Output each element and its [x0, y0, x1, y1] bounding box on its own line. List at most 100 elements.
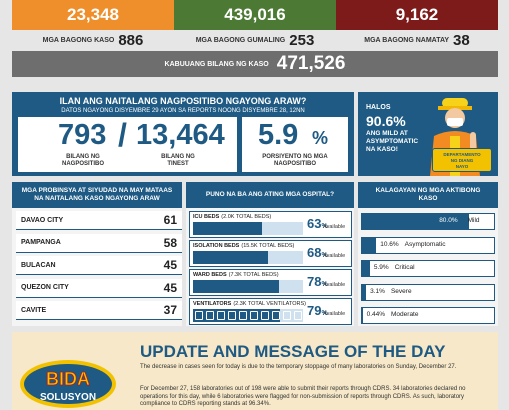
province-row: PAMPANGA 58 [16, 233, 182, 253]
summary-strip: 23,348 439,016 9,162 [12, 0, 498, 30]
mild-text-3: NA KASO! [366, 146, 398, 153]
tested-count: 13,464 [136, 119, 225, 151]
ventilator-icon [250, 311, 258, 320]
positivity-caption-1: PORSIYENTO NG MGA [262, 154, 328, 160]
case-status-bar-fill [362, 308, 363, 323]
update-paragraph-2: For December 27, 158 laboratories out of… [140, 386, 466, 407]
province-name: QUEZON CITY [21, 284, 69, 291]
province-count: 45 [163, 258, 177, 272]
case-status-label: 10.6% Asymptomatic [380, 241, 445, 248]
available-label: Available [323, 311, 346, 317]
availability-percent-value: 78 [307, 274, 322, 289]
province-name: DAVAO CITY [21, 216, 64, 224]
ventilator-icon [239, 311, 247, 320]
available-label: Available [323, 282, 346, 288]
availability-percent-value: 63 [307, 216, 322, 231]
case-status-name: Severe [390, 287, 412, 295]
availability-bar-fill [193, 222, 263, 235]
hospital-capacity-row: ISOLATION BEDS (15.5K TOTAL BEDS) 68% Avail… [189, 240, 352, 267]
ventilator-icons [195, 311, 302, 320]
case-status-label: 3.1% Severe [370, 288, 411, 295]
update-section: BIDA SOLUSYON UPDATE AND MESSAGE OF THE … [12, 332, 498, 410]
case-status-percent: 10.6% [380, 240, 399, 248]
province-row: DAVAO CITY 61 [16, 211, 182, 230]
positivity-caption-2: NAGPOSITIBO [273, 161, 316, 167]
new-cases: MGA BAGONG KASO 886 [12, 32, 174, 49]
positive-title: ILAN ANG NAITALANG NAGPOSITIBO NGAYONG A… [59, 96, 307, 106]
province-row: QUEZON CITY 45 [16, 278, 182, 298]
case-status-name: Moderate [391, 311, 419, 318]
province-name: PAMPANGA [21, 239, 61, 246]
slash-divider: / [118, 117, 127, 153]
resource-total-note: (2.3K TOTAL VENTILATORS) [233, 301, 306, 307]
positivity-rate-box: 5.9 % PORSIYENTO NG MGA NAGPOSITIBO [242, 117, 348, 172]
province-name: CAVITE [21, 306, 47, 314]
ventilator-icon [283, 311, 291, 320]
case-status-row: 10.6% Asymptomatic [361, 236, 495, 254]
case-status-name: Mild [467, 217, 480, 224]
case-status-row: 3.1% Severe [361, 283, 495, 301]
hospital-capacity-row: WARD BEDS (7.3K TOTAL BEDS) 78% Available [189, 269, 352, 296]
percent-sign: % [321, 252, 328, 259]
badge-line-1: DEPARTAMENTO [443, 152, 481, 157]
ventilator-icon [228, 311, 236, 320]
case-status-percent: 5.9% [373, 264, 389, 271]
ventilator-icon [294, 311, 302, 320]
case-status-label: 5.9% Critical [374, 264, 415, 271]
ventilator-icon [261, 311, 269, 320]
mild-text: ANG MILD AT ASYMPTOMATIC NA KASO! [366, 130, 426, 154]
hospital-resource-label: ICU BEDS (2.0K TOTAL BEDS) [193, 214, 271, 220]
new-recovered-label: MGA BAGONG GUMALING [195, 36, 286, 44]
tested-caption-1: BILANG NG [161, 154, 195, 160]
resource-name: VENTILATORS [193, 301, 232, 307]
availability-bar-fill [193, 251, 268, 264]
province-row: BULACAN 45 [16, 256, 182, 275]
province-name: BULACAN [21, 261, 56, 269]
availability-bar [193, 222, 303, 235]
positivity-rate-unit: % [312, 128, 329, 148]
hospital-resource-label: ISOLATION BEDS (15.5K TOTAL BEDS) [193, 243, 294, 249]
hospital-resource-label: VENTILATORS (2.3K TOTAL VENTILATORS) [193, 301, 306, 307]
positive-tested-box: 793 / 13,464 BILANG NG NAGPOSITIBO BILAN… [18, 117, 237, 172]
positive-caption-1: BILANG NG [66, 154, 100, 160]
case-status-row: 5.9% Critical [361, 260, 495, 277]
tested-caption-2: TINEST [167, 161, 189, 167]
ventilator-icon [206, 311, 214, 320]
mild-halos: HALOS [366, 104, 391, 111]
mild-value: 90.6% [366, 113, 406, 129]
case-status-percent: 80.0% [439, 217, 458, 224]
new-deaths-value: 38 [453, 31, 470, 49]
availability-bar-fill [193, 309, 280, 322]
availability-percent: 78% [307, 274, 328, 289]
percent-sign: % [321, 223, 328, 230]
resource-total-note: (15.5K TOTAL BEDS) [241, 243, 295, 249]
new-cases-label: MGA BAGONG KASO [42, 36, 115, 44]
ventilator-icon [217, 311, 225, 320]
resource-name: ICU BEDS [193, 214, 220, 220]
bida-solusyon-logo: BIDA SOLUSYON [20, 360, 116, 408]
new-counts-row: MGA BAGONG KASO 886 MGA BAGONG GUMALING … [12, 30, 498, 50]
case-status-name: Asymptomatic [404, 240, 446, 248]
availability-percent-value: 79 [307, 303, 322, 318]
new-deaths-label: MGA BAGONG NAMATAY [364, 36, 450, 44]
hospital-capacity-row: VENTILATORS (2.3K TOTAL VENTILATORS) 79% Av… [189, 298, 352, 325]
active-status-heading: KALAGAYAN NG MGA AKTIBONG KASO [358, 182, 498, 208]
percent-sign: % [321, 310, 328, 317]
case-status-bar-fill [362, 237, 377, 253]
hospital-resource-label: WARD BEDS (7.3K TOTAL BEDS) [193, 272, 279, 278]
tested-caption: BILANG NG TINEST [148, 154, 208, 168]
positive-caption: BILANG NG NAGPOSITIBO [48, 154, 118, 168]
hospital-capacity-row: ICU BEDS (2.0K TOTAL BEDS) 63% Available [189, 211, 352, 238]
mild-text-1: ANG MILD AT [366, 130, 408, 137]
case-status-label: 80.0% Mild [439, 217, 479, 224]
new-recovered-value: 253 [289, 31, 315, 49]
ventilator-icon [195, 311, 203, 320]
positive-subtitle: DATOS NGAYONG DISYEMBRE 29 AYON SA REPOR… [61, 108, 305, 114]
hospitals-heading: PUNO NA BA ANG ATING MGA OSPITAL? [186, 182, 354, 208]
case-status-percent: 3.1% [370, 287, 385, 295]
deaths-value: 9,162 [336, 0, 498, 30]
total-cases-value: 471,526 [276, 53, 346, 74]
availability-percent: 79% [307, 303, 328, 318]
positivity-rate-value: 5.9 [258, 119, 299, 151]
resource-name: ISOLATION BEDS [193, 243, 240, 249]
